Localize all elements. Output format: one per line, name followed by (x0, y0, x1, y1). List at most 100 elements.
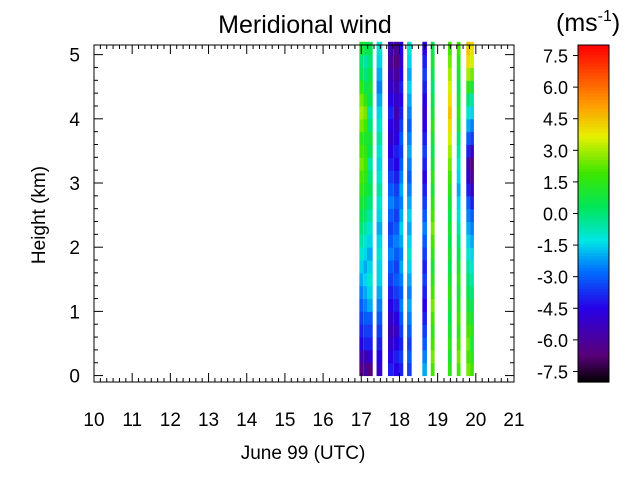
colorbar-band (578, 174, 609, 178)
colorbar-band (578, 258, 609, 263)
colorbar-band (578, 66, 609, 70)
colorbar-band (578, 183, 609, 188)
colorbar-band (578, 282, 609, 287)
heatmap-cell (367, 170, 373, 184)
heatmap-cell (388, 247, 394, 261)
heatmap-cell (422, 131, 427, 145)
heatmap-cell (367, 67, 373, 81)
heatmap-cell (363, 41, 367, 56)
heatmap-cell (430, 183, 435, 197)
colorbar-band (578, 300, 609, 305)
heatmap-cell (399, 157, 404, 171)
heatmap-cell (447, 93, 452, 107)
heatmap-cell (363, 131, 367, 145)
colorbar-band (578, 222, 609, 227)
heatmap-cell (367, 234, 373, 248)
colorbar-band (578, 249, 609, 254)
heatmap-cell (363, 195, 367, 210)
colorbar-band (578, 198, 609, 203)
heatmap-cell (376, 324, 383, 338)
heatmap-cell (470, 285, 474, 300)
heatmap-cell (447, 349, 452, 364)
heatmap-cell (456, 157, 461, 171)
heatmap-cell (456, 285, 461, 300)
heatmap-cell (456, 93, 461, 107)
heatmap-cell (407, 272, 412, 287)
heatmap-cell (466, 131, 471, 145)
heatmap-cell (470, 67, 474, 81)
heatmap-cell (359, 285, 364, 300)
heatmap-cell (363, 272, 367, 287)
colorbar-band (578, 57, 609, 61)
heatmap-cell (407, 144, 412, 158)
heatmap-cell (422, 105, 427, 120)
heatmap-cell (456, 105, 461, 120)
x-tick-label: 10 (83, 410, 104, 431)
colorbar-band (578, 51, 609, 55)
heatmap-cell (393, 144, 400, 158)
x-tick-label: 15 (274, 410, 295, 431)
heatmap-cell (388, 349, 394, 364)
heatmap-cell (359, 54, 364, 68)
heatmap-cell (430, 67, 435, 81)
heatmap-cell (376, 67, 383, 81)
heatmap-cell (399, 54, 404, 68)
heatmap-cell (470, 157, 474, 171)
colorbar-tick-label: -3.0 (537, 268, 568, 288)
heatmap-cell (466, 80, 471, 94)
colorbar-band (578, 48, 609, 52)
chart-title: Meridional wind (218, 11, 392, 39)
heatmap-cell (422, 247, 427, 261)
heatmap-cell (359, 234, 364, 248)
colorbar-band (578, 309, 609, 314)
colorbar-band (578, 63, 609, 67)
colorbar-band (578, 357, 609, 362)
heatmap-cell (447, 195, 452, 210)
heatmap-cell (393, 118, 400, 133)
heatmap-cell (470, 349, 474, 364)
heatmap-cell (388, 311, 394, 325)
heatmap-cell (359, 272, 364, 287)
heatmap-cell (466, 272, 471, 287)
heatmap-cell (430, 131, 435, 145)
heatmap-cell (359, 93, 364, 107)
colorbar-band (578, 240, 609, 245)
heatmap-cell (359, 311, 364, 325)
heatmap-cell (430, 157, 435, 171)
colorbar-band (578, 372, 609, 377)
heatmap-cell (422, 118, 427, 133)
heatmap-cell (430, 221, 435, 235)
heatmap-cell (399, 93, 404, 107)
heatmap-cell (466, 157, 471, 171)
heatmap-cell (367, 285, 373, 300)
heatmap-cell (376, 170, 383, 184)
heatmap-cell (447, 118, 452, 133)
colorbar-band (578, 234, 609, 239)
heatmap-cell (376, 208, 383, 223)
heatmap-cell (466, 234, 471, 248)
colorbar-band (578, 321, 609, 326)
heatmap-cell (447, 131, 452, 145)
heatmap-cell (376, 105, 383, 120)
heatmap-cell (399, 170, 404, 184)
colorbar-band (578, 93, 609, 97)
heatmap-cell (376, 118, 383, 133)
colorbar-tick-label: -1.5 (537, 236, 568, 256)
colorbar-band (578, 228, 609, 233)
heatmap-cell (359, 195, 364, 210)
y-tick-label: 3 (69, 174, 80, 195)
colorbar-band (578, 345, 609, 350)
axis-ticks (93, 45, 515, 382)
colorbar-band (578, 177, 609, 181)
colorbar-band (578, 108, 609, 112)
heatmap-cell (393, 260, 400, 274)
heatmap-cell (456, 234, 461, 248)
heatmap-cell (470, 221, 474, 235)
heatmap-cell (456, 170, 461, 184)
heatmap-cell (393, 54, 400, 68)
heatmap-cell (407, 362, 412, 377)
heatmap-cell (399, 285, 404, 300)
heatmap-cell (359, 170, 364, 184)
heatmap-cell (376, 144, 383, 158)
heatmap-cell (388, 170, 394, 184)
